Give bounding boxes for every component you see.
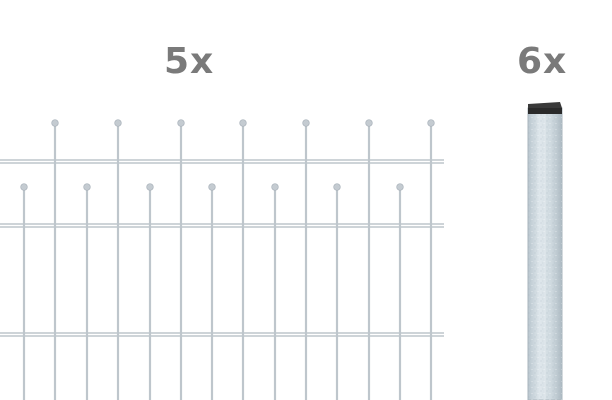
fence-picket-ball bbox=[427, 119, 435, 127]
fence-picket-ball bbox=[302, 119, 310, 127]
fence-picket-ball bbox=[114, 119, 122, 127]
fence-picket-ball bbox=[365, 119, 373, 127]
panels-quantity-label: 5x bbox=[164, 41, 215, 82]
fence-picket-ball bbox=[20, 183, 28, 191]
fence-picket-ball bbox=[51, 119, 59, 127]
fence-picket-ball bbox=[396, 183, 404, 191]
fence-post-icon bbox=[527, 102, 563, 400]
fence-picket-ball bbox=[146, 183, 154, 191]
fence-picket-ball bbox=[239, 119, 247, 127]
fence-picket-ball bbox=[83, 183, 91, 191]
posts-quantity-label: 6x bbox=[517, 41, 568, 82]
fence-picket-ball bbox=[177, 119, 185, 127]
fence-picket-ball bbox=[271, 183, 279, 191]
fence-picket-ball bbox=[208, 183, 216, 191]
fence-picket-ball bbox=[333, 183, 341, 191]
fence-panel-icon bbox=[0, 119, 444, 400]
